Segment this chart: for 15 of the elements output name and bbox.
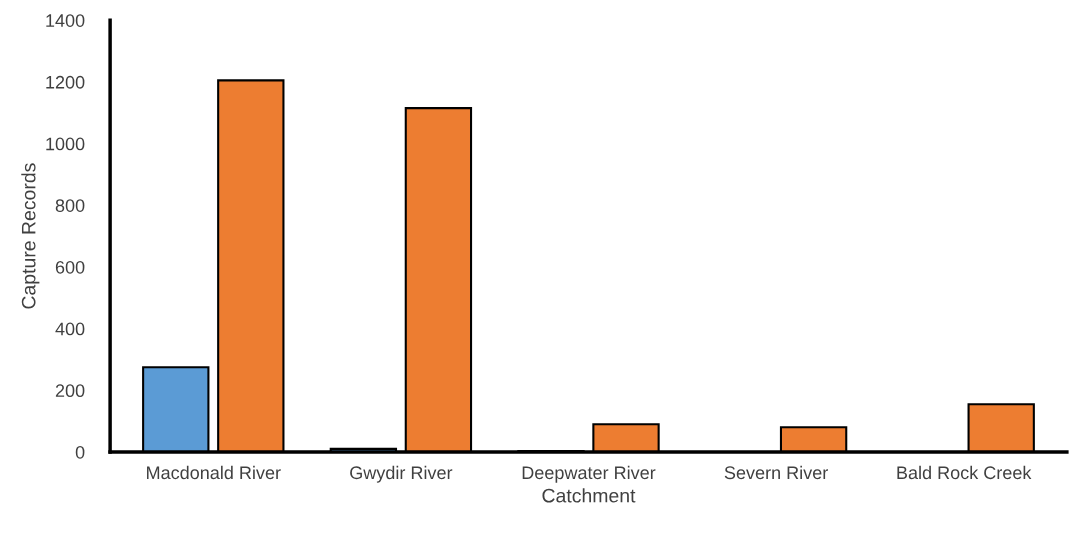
x-tick-label: Bald Rock Creek xyxy=(897,465,1032,480)
x-tick-label: Deepwater River xyxy=(522,465,656,483)
y-tick-label: 1000 xyxy=(46,137,85,151)
y-tick-label: 1200 xyxy=(46,75,85,89)
y-tick-label: 200 xyxy=(55,384,85,398)
y-tick-label: 400 xyxy=(55,322,85,336)
x-tick-label: Macdonald River xyxy=(147,465,281,480)
x-tick-label: Gwydir River xyxy=(350,465,453,483)
y-tick-label: 800 xyxy=(55,199,85,212)
y-tick-label: 1400 xyxy=(46,14,85,27)
y-axis-title: Capture Records xyxy=(21,163,40,309)
y-tick-label: 600 xyxy=(55,260,85,274)
y-tick-label: 0 xyxy=(75,445,85,459)
x-tick-label: Severn River xyxy=(724,465,828,480)
x-axis-title: Catchment xyxy=(542,488,636,503)
